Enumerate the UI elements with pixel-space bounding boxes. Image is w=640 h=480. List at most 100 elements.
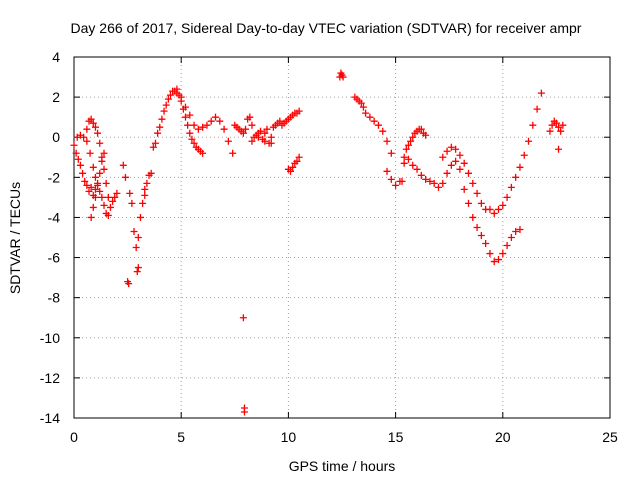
data-point [212,113,220,121]
data-point [443,147,451,155]
data-point [242,125,250,133]
data-point [89,203,97,211]
data-point [160,107,168,115]
data-point [267,133,275,141]
data-point [464,169,472,177]
data-point [166,91,174,99]
data-point [537,89,545,97]
data-point [121,173,129,181]
data-point [443,169,451,177]
data-point [158,115,166,123]
data-point [533,105,541,113]
data-point [194,125,202,133]
data-point [529,121,537,129]
data-point [404,141,412,149]
data-point [387,149,395,157]
data-point [456,151,464,159]
data-point [559,121,567,129]
data-point [70,141,78,149]
data-point [452,157,460,165]
data-point [139,199,147,207]
data-point [132,244,140,252]
data-point [96,187,104,195]
data-point [507,234,515,241]
data-point [113,189,121,197]
x-tick-label: 5 [177,429,185,445]
plot-frame [73,56,611,419]
data-point [83,137,91,145]
data-point [173,89,181,97]
data-point [151,139,159,147]
data-point [362,109,370,117]
data-point [91,185,99,193]
data-point [149,143,157,151]
x-tick-label: 25 [602,429,618,445]
data-point [409,161,417,169]
data-point [512,173,520,181]
data-point [141,185,149,193]
data-point [125,280,133,288]
data-point [199,149,207,157]
y-tick-label: -2 [48,169,61,185]
data-point [460,185,468,193]
data-point [184,121,192,129]
data-point [464,199,472,207]
data-point [80,133,88,141]
data-point [96,139,104,147]
data-point [507,183,515,191]
data-point [162,101,170,109]
data-point [407,137,415,145]
data-point [186,111,194,119]
data-point [516,163,524,171]
data-point [552,119,560,127]
data-point [379,127,387,135]
data-point [89,163,97,171]
data-point [190,139,198,147]
data-point [456,165,464,173]
data-point [555,145,563,153]
data-point [216,117,224,125]
data-point [141,191,149,199]
data-point [452,145,460,153]
data-point [239,314,247,322]
y-tick-label: -4 [48,209,61,225]
x-tick-label: 10 [281,429,297,445]
data-point [224,137,232,145]
y-tick-label: -12 [40,370,60,386]
data-point [87,183,95,191]
data-point [404,155,412,163]
data-point [143,179,151,187]
x-tick-label: 0 [70,429,78,445]
data-point [98,193,106,201]
data-point [91,123,99,131]
data-point [177,93,185,101]
axis-ticks [73,56,611,419]
data-point [188,135,196,143]
data-point [102,179,110,187]
data-point [106,203,114,211]
data-point [503,242,511,250]
data-point [229,149,237,157]
data-point [98,157,106,165]
series-sdtvar [70,69,567,416]
data-point [417,125,425,133]
data-point [257,127,265,135]
data-point [426,177,434,185]
data-point [499,201,507,209]
y-axis-label: SDTVAR / TECUs [7,182,23,294]
data-point [413,165,421,173]
data-point [387,175,395,183]
data-point [392,181,400,189]
data-point [181,103,189,111]
data-point [94,129,102,137]
data-point [512,227,520,235]
data-point [422,175,430,183]
data-point [79,169,87,177]
data-point [190,121,198,129]
data-point [447,143,455,151]
y-tick-label: 4 [52,49,60,65]
data-point [104,211,112,219]
data-point [136,213,144,221]
data-point [289,163,297,171]
y-tick-label: 2 [52,89,60,105]
